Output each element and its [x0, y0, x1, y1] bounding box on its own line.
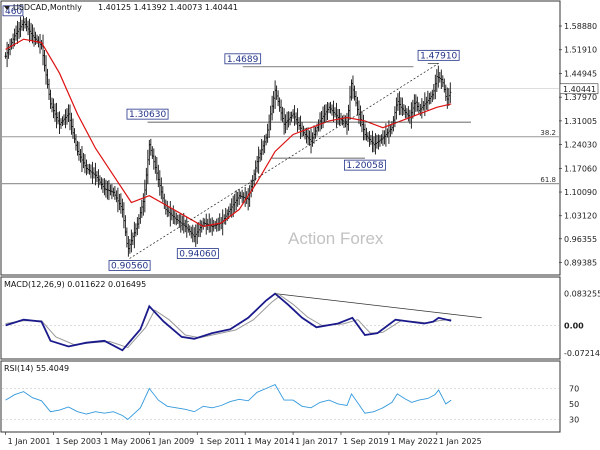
pivot-label: 1.20058	[346, 161, 383, 171]
dropdown-arrow-icon[interactable]	[4, 6, 10, 10]
macd-tick-label: -0.072148	[564, 349, 600, 358]
watermark: Action Forex	[288, 229, 384, 248]
price-tick-label: 0.89385	[564, 258, 597, 267]
x-tick-label: 1 Jan 2017	[295, 437, 338, 446]
price-tick-label: 1.44945	[564, 69, 597, 78]
macd-tick-label: 0.083255	[564, 290, 600, 299]
pivot-label-box	[224, 53, 262, 65]
rsi-tick-label: 30	[569, 415, 579, 424]
fib-label: 38.2	[540, 129, 556, 137]
x-tick-label: 1 Sep 2011	[199, 437, 245, 446]
x-tick-label: 1 May 2006	[103, 437, 150, 446]
x-tick-label: 1 Jan 2001	[8, 437, 51, 446]
macd-header: MACD(12,26,9) 0.011622 0.016495	[4, 280, 146, 289]
price-tick-label: 0.96355	[564, 235, 597, 244]
price-tick-label: 1.17060	[564, 164, 597, 173]
price-layer: 38.2 61.8 1.4689 1.47910 1.30630 1.20058 0.905…	[2, 5, 559, 271]
pivot-label: 1.30630	[129, 110, 166, 120]
rsi-header: RSI(14) 55.4049	[4, 364, 69, 373]
macd-layer	[2, 292, 559, 352]
pivot-label-box	[176, 248, 219, 259]
x-tick-label: 1 Jan 2009	[151, 437, 194, 446]
rsi-tick-label: 50	[569, 400, 579, 409]
x-tick-label: 1 Sep 2019	[343, 437, 389, 446]
price-tick-label: 1.58880	[564, 22, 597, 31]
pivot-label: 0.90560	[111, 261, 148, 271]
price-tick-label: 1.24030	[564, 141, 597, 150]
price-tick-label: 1.10090	[564, 188, 597, 197]
ohlc-header: 1.40125 1.41392 1.40073 1.40441	[98, 3, 238, 12]
axis-layer: 1.58880 1.51910 1.44945 1.37970 1.31005 1.240…	[5, 22, 600, 446]
x-tick-label: 1 Jan 2025	[439, 437, 482, 446]
macd-line	[5, 292, 452, 352]
x-tick-label: 1 May 2022	[391, 437, 438, 446]
x-tick-label: 1 Sep 2003	[56, 437, 102, 446]
price-tick-label: 1.37970	[564, 93, 597, 102]
price-tick-label: 1.03120	[564, 212, 597, 221]
pivot-label-box	[2, 5, 24, 17]
rsi-line	[5, 384, 452, 420]
fib-label: 61.8	[540, 176, 556, 184]
pivot-label-box	[126, 108, 169, 120]
pivot-label: 1.4689	[227, 55, 259, 65]
macd-trend-line	[275, 293, 482, 319]
pivot-label: 1.47910	[420, 51, 457, 61]
pivot-label: 0.94060	[179, 250, 216, 260]
macd-tick-label: 0.00	[564, 321, 584, 330]
price-panel-frame	[0, 0, 561, 276]
trend-line	[129, 63, 439, 259]
rsi-tick-label: 70	[569, 384, 579, 393]
pivot-label-box	[343, 159, 386, 171]
x-tick-label: 1 May 2014	[247, 437, 294, 446]
rsi-layer	[2, 384, 559, 420]
price-tick-label: 1.31005	[564, 117, 597, 126]
symbol-header: USDCAD,Monthly	[13, 3, 82, 12]
macd-panel-frame	[0, 276, 561, 360]
price-tick-label: 1.51910	[564, 46, 597, 55]
pivot-label-box	[417, 49, 460, 61]
pivot-label: 460	[5, 7, 22, 17]
moving-average-line	[5, 38, 452, 228]
current-price-label: 1.40441	[563, 85, 596, 94]
rsi-panel-frame	[0, 360, 561, 433]
current-price-box	[559, 83, 599, 95]
pivot-label-box	[108, 260, 151, 271]
